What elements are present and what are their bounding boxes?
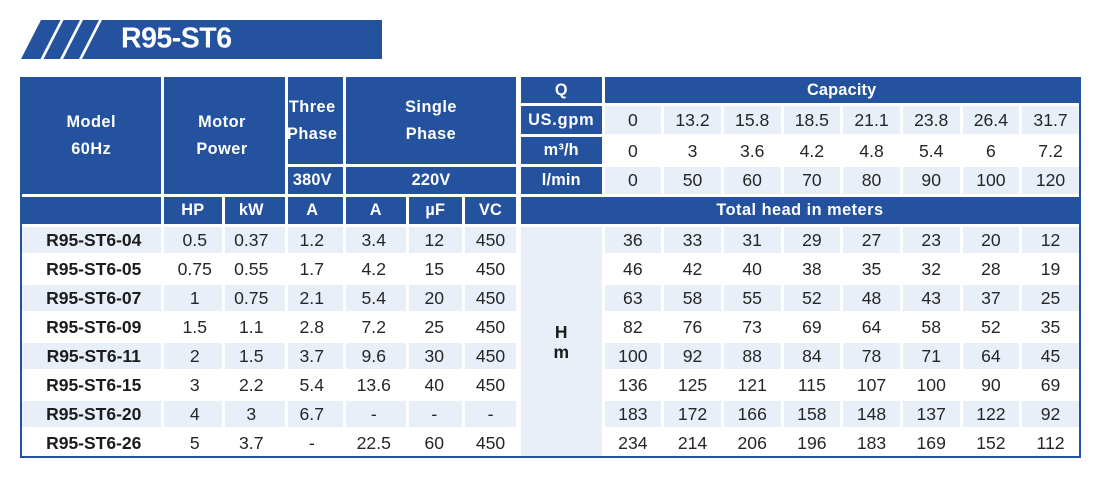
svg-text:R95-ST6: R95-ST6 xyxy=(121,23,232,55)
